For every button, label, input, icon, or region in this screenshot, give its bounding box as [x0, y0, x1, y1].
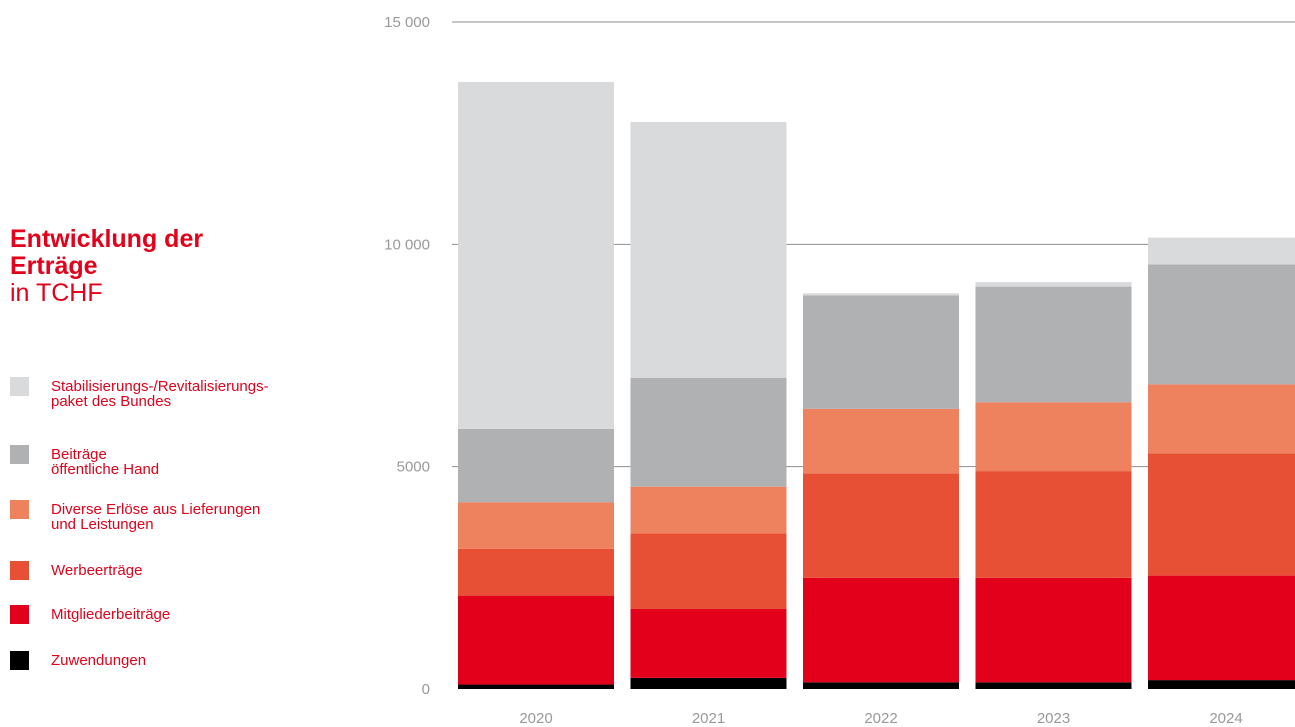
- bar-segment-2024-zuwendungen: [1148, 680, 1295, 689]
- bar-segment-2021-mitgliederbeiträge: [630, 608, 787, 678]
- bar-segment-2024-stabilisierungs-revitalisierungs-paket-des-bundes: [1148, 237, 1295, 265]
- x-tick-label-2023: 2023: [1037, 710, 1070, 727]
- bar-segment-2024-werbeerträge: [1148, 453, 1295, 576]
- legend-label: Mitgliederbeiträge: [51, 606, 171, 623]
- bar-segment-2022-beiträge-öffentliche-hand: [803, 295, 959, 409]
- chart-subtitle: in TCHF: [10, 279, 103, 307]
- legend-label: Zuwendungen: [51, 652, 147, 669]
- legend-label: Stabilisierungs-/Revitalisierungs- paket…: [51, 378, 269, 410]
- bar-segment-2020-zuwendungen: [458, 684, 614, 689]
- chart-title-block: Entwicklung der Erträge in TCHF: [10, 226, 203, 307]
- bar-segment-2021-diverse-erlöse-aus-lieferungen-und-leistungen: [630, 486, 787, 534]
- bar-segment-2020-stabilisierungs-revitalisierungs-paket-des-bundes: [458, 82, 614, 429]
- bar-segment-2023-stabilisierungs-revitalisierungs-paket-des-bundes: [975, 282, 1132, 287]
- y-tick-label-0: 0: [422, 681, 430, 698]
- x-tick-label-2024: 2024: [1209, 710, 1242, 727]
- bar-segment-2023-diverse-erlöse-aus-lieferungen-und-leistungen: [975, 402, 1132, 472]
- bar-segment-2021-werbeerträge: [630, 533, 787, 609]
- y-tick-label-10000: 10 000: [384, 236, 430, 253]
- bar-segment-2024-mitgliederbeiträge: [1148, 575, 1295, 681]
- chart-title-line-2: Erträge: [10, 252, 98, 280]
- x-tick-label-2020: 2020: [519, 710, 552, 727]
- x-tick-label-2022: 2022: [864, 710, 897, 727]
- legend-label: Werbeerträge: [51, 562, 143, 579]
- x-tick-label-2021: 2021: [692, 710, 725, 727]
- legend-swatch: [10, 605, 29, 624]
- legend-swatch: [10, 561, 29, 580]
- bar-segment-2022-diverse-erlöse-aus-lieferungen-und-leistungen: [803, 408, 959, 474]
- bar-segment-2022-stabilisierungs-revitalisierungs-paket-des-bundes: [803, 293, 959, 296]
- bar-segment-2022-mitgliederbeiträge: [803, 577, 959, 683]
- bar-segment-2020-werbeerträge: [458, 548, 614, 596]
- legend-label: Beiträge öffentliche Hand: [51, 446, 160, 478]
- y-tick-label-5000: 5000: [397, 459, 430, 476]
- bar-segment-2021-zuwendungen: [630, 677, 787, 689]
- bar-segment-2022-werbeerträge: [803, 473, 959, 578]
- bar-segment-2020-beiträge-öffentliche-hand: [458, 428, 614, 503]
- legend-swatch: [10, 377, 29, 396]
- bar-segment-2024-diverse-erlöse-aus-lieferungen-und-leistungen: [1148, 384, 1295, 454]
- bar-segment-2020-mitgliederbeiträge: [458, 595, 614, 685]
- legend-swatch: [10, 500, 29, 519]
- bar-segment-2021-beiträge-öffentliche-hand: [630, 377, 787, 487]
- bar-segment-2021-stabilisierungs-revitalisierungs-paket-des-bundes: [630, 122, 787, 378]
- bar-segment-2023-werbeerträge: [975, 471, 1132, 578]
- bar-segment-2023-zuwendungen: [975, 682, 1132, 689]
- legend-swatch: [10, 651, 29, 670]
- bar-segment-2023-mitgliederbeiträge: [975, 577, 1132, 683]
- bar-segment-2024-beiträge-öffentliche-hand: [1148, 264, 1295, 385]
- chart-title-line-1: Entwicklung der: [10, 225, 204, 253]
- y-tick-label-15000: 15 000: [384, 14, 430, 31]
- legend-label: Diverse Erlöse aus Lieferungen und Leist…: [51, 501, 261, 533]
- bar-segment-2023-beiträge-öffentliche-hand: [975, 286, 1132, 403]
- legend-swatch: [10, 445, 29, 464]
- bar-segment-2020-diverse-erlöse-aus-lieferungen-und-leistungen: [458, 502, 614, 549]
- bar-segment-2022-zuwendungen: [803, 682, 959, 689]
